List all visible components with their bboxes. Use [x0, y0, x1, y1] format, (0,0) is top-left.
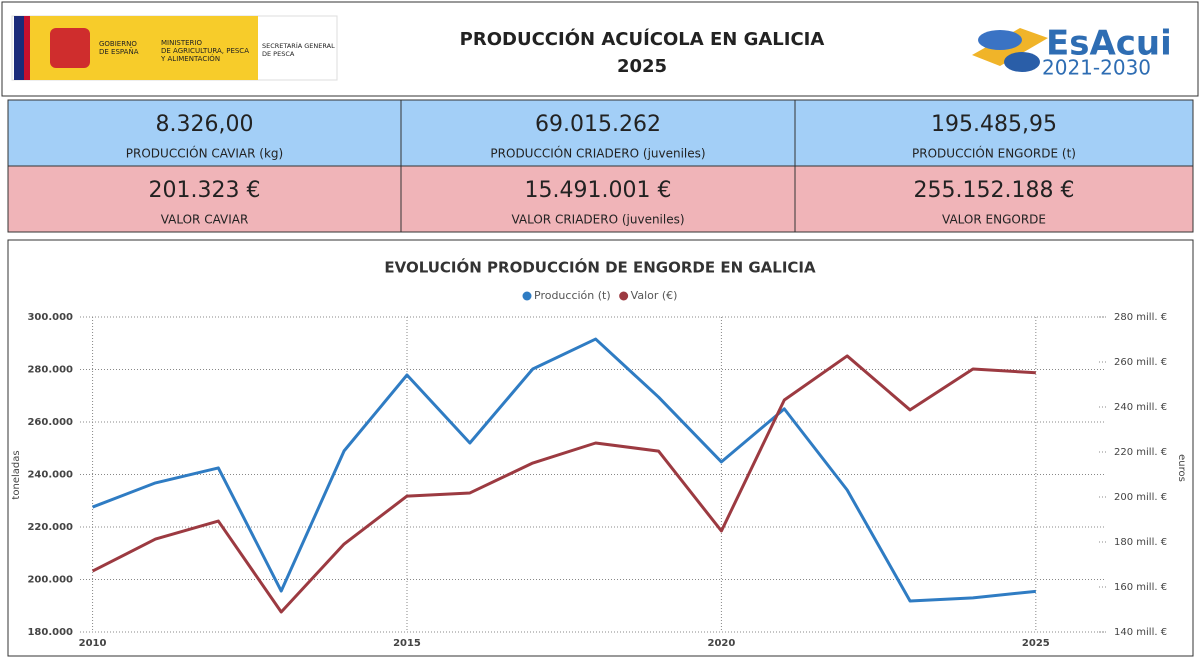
y2-tick-label: 220 mill. €: [1114, 447, 1167, 458]
kpi-value: 255.152.188 €: [914, 178, 1075, 203]
kpi-value: 201.323 €: [149, 178, 261, 203]
coat-of-arms: [50, 28, 90, 68]
secretary-line: DE PESCA: [262, 50, 295, 58]
flag-red: [24, 16, 30, 80]
y-tick-label: 200.000: [27, 575, 73, 586]
kpi-card: [794, 99, 1194, 167]
kpi-value: 15.491.001 €: [525, 178, 672, 203]
kpi-card: [400, 165, 796, 233]
kpi-label: VALOR CAVIAR: [161, 213, 249, 227]
y-tick-label: 220.000: [27, 522, 73, 533]
y2-tick-label: 140 mill. €: [1114, 627, 1167, 638]
x-tick-label: 2025: [1022, 638, 1050, 649]
y-axis-label: toneladas: [11, 450, 22, 499]
kpi-label: PRODUCCIÓN CRIADERO (juveniles): [490, 146, 705, 161]
page-title: PRODUCCIÓN ACUÍCOLA EN GALICIA: [460, 28, 825, 50]
plot: 180.000 200.000 220.000 240.000 260.000 280.0…: [27, 289, 1167, 649]
chart-box: [7, 239, 1194, 657]
x-tick-label: 2015: [393, 638, 421, 649]
ministry-line: MINISTERIO: [161, 39, 202, 47]
kpi-card: [7, 99, 402, 167]
kpi-value: 195.485,95: [931, 112, 1057, 137]
ministry-line: DE AGRICULTURA, PESCA: [161, 47, 249, 55]
ministry-line: Y ALIMENTACIÓN: [160, 54, 220, 63]
legend-label: Valor (€): [631, 289, 678, 302]
page-year: 2025: [617, 56, 667, 77]
kpi-value: 69.015.262: [535, 112, 661, 137]
esacui-logo: EsAcui 2021-2030: [972, 24, 1172, 80]
kpi-label: VALOR ENGORDE: [942, 213, 1046, 227]
y2-tick-label: 160 mill. €: [1114, 582, 1167, 593]
flag-yellow: [30, 16, 40, 80]
logo-shape: [978, 30, 1022, 50]
y2-tick-label: 200 mill. €: [1114, 492, 1167, 503]
eu-strip: [14, 16, 24, 80]
series-line: [92, 337, 1036, 603]
logo-years: 2021-2030: [1042, 56, 1151, 80]
legend-swatch: [619, 291, 629, 301]
secretary-line: SECRETARÍA GENERAL: [262, 41, 335, 50]
x-tick-label: 2020: [707, 638, 735, 649]
logo-shape: [1004, 52, 1040, 72]
kpi-label: PRODUCCIÓN ENGORDE (t): [912, 146, 1076, 161]
gov-text: GOBIERNO DE ESPAÑA MINISTERIO DE AGRICUL…: [99, 39, 335, 63]
chart-title: EVOLUCIÓN PRODUCCIÓN DE ENGORDE EN GALIC…: [384, 258, 816, 277]
y-tick-label: 180.000: [27, 627, 73, 638]
y2-axis-label: euros: [1176, 454, 1187, 482]
legend-label: Producción (t): [534, 289, 611, 302]
x-tick-label: 2010: [79, 638, 107, 649]
y-tick-label: 280.000: [27, 365, 73, 376]
y2-tick-label: 180 mill. €: [1114, 537, 1167, 548]
logo-text: EsAcui: [1046, 24, 1172, 64]
series-line: [91, 354, 1036, 614]
y2-tick-label: 260 mill. €: [1114, 357, 1167, 368]
kpi-card: [794, 165, 1194, 233]
y2-tick-label: 280 mill. €: [1114, 312, 1167, 323]
kpi-card: [7, 165, 402, 233]
y2-tick-label: 240 mill. €: [1114, 402, 1167, 413]
y-tick-label: 240.000: [27, 470, 73, 481]
kpi-label: VALOR CRIADERO (juveniles): [511, 213, 684, 227]
gov-line: GOBIERNO: [99, 40, 137, 48]
kpi-grid: 8.326,00 PRODUCCIÓN CAVIAR (kg) 69.015.262…: [7, 99, 1194, 233]
gov-line: DE ESPAÑA: [99, 47, 139, 56]
kpi-value: 8.326,00: [156, 112, 254, 137]
y-tick-label: 260.000: [27, 417, 73, 428]
y-tick-label: 300.000: [27, 312, 73, 323]
legend-swatch: [522, 291, 532, 301]
kpi-label: PRODUCCIÓN CAVIAR (kg): [126, 146, 283, 161]
kpi-card: [400, 99, 796, 167]
